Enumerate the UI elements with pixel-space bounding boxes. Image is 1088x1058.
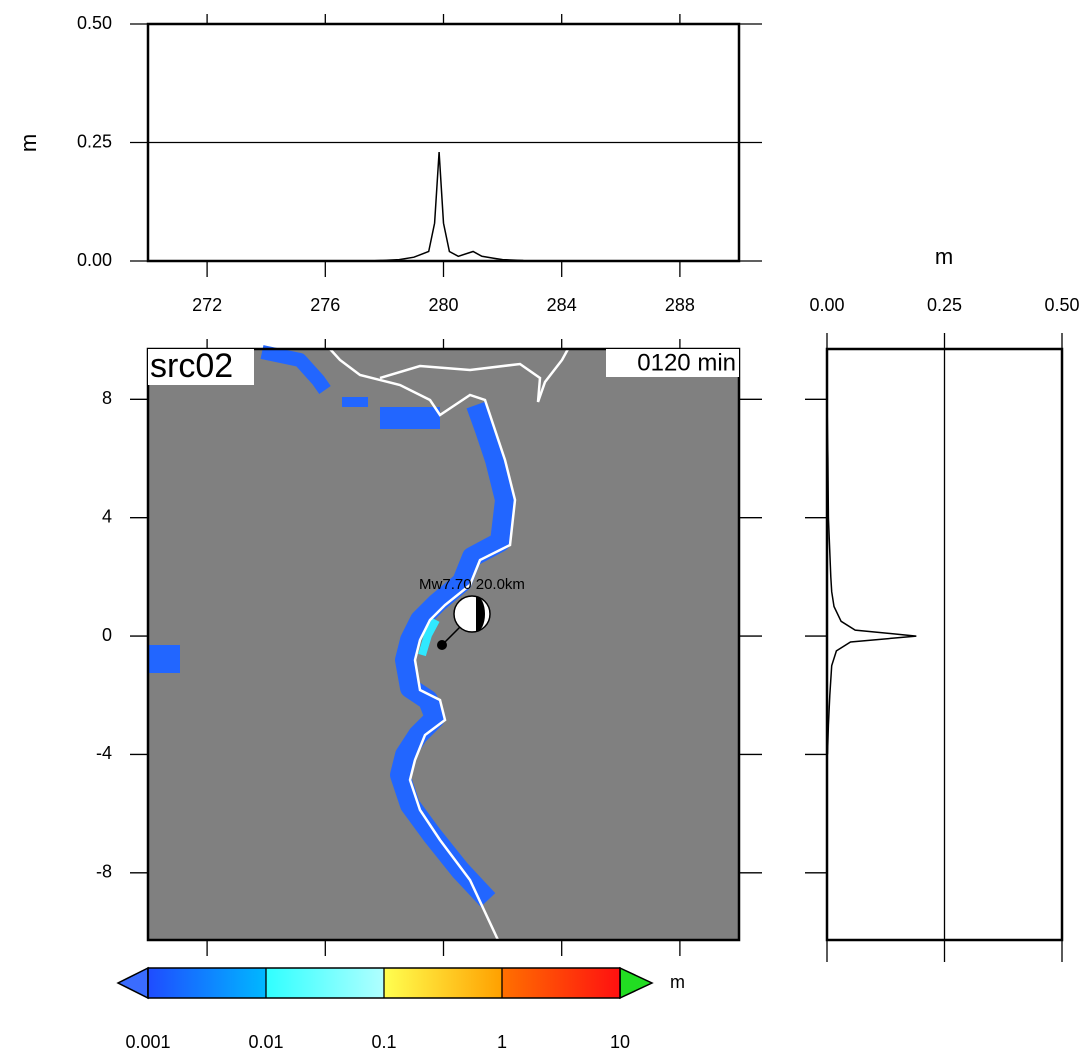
beachball-compression — [476, 596, 485, 632]
coast-band-cyan — [418, 618, 440, 657]
x-tick-label: 284 — [547, 295, 577, 315]
coast-band — [260, 345, 331, 395]
x-tick-label: 272 — [192, 295, 222, 315]
y-tick-label: 4 — [102, 506, 112, 526]
colorbar-tick-label: 0.1 — [371, 1032, 396, 1052]
colorbar-over — [619, 966, 654, 1000]
plot-frame — [825, 347, 1064, 942]
colorbar-tick-label: 0.001 — [125, 1032, 170, 1052]
x-tick-label: 288 — [665, 295, 695, 315]
event-annotation: Mw7.70 20.0km — [419, 576, 525, 593]
x-tick-label: 0.00 — [809, 295, 844, 315]
y-tick-label: -8 — [96, 862, 112, 882]
profile-line — [148, 151, 524, 262]
y-tick-label: 0.25 — [77, 131, 112, 151]
colorbar-segment — [148, 968, 266, 998]
focal-mechanism — [437, 595, 491, 650]
y-tick-label: -4 — [96, 743, 112, 763]
profile-line — [826, 399, 917, 755]
map-title: src02 — [150, 347, 233, 385]
colorbar-segment — [266, 968, 384, 998]
colorbar-tick-label: 10 — [610, 1032, 630, 1052]
colorbar-tick-label: 1 — [497, 1032, 507, 1052]
x-tick-label: 276 — [310, 295, 340, 315]
coastline — [329, 348, 570, 941]
x-axis-label: m — [935, 244, 953, 269]
inundation-patch — [148, 645, 180, 673]
coast-band — [390, 401, 515, 907]
inundation — [260, 345, 515, 907]
colorbar-under — [116, 966, 149, 1000]
coastline-main — [329, 348, 517, 941]
plot-frame — [146, 22, 741, 263]
y-tick-label: 8 — [102, 388, 112, 408]
y-tick-label: 0.50 — [77, 13, 112, 33]
y-axis-label: m — [16, 134, 41, 152]
colorbar-segment — [502, 968, 620, 998]
y-tick-label: 0.00 — [77, 250, 112, 270]
title-box — [148, 349, 254, 385]
colorbar-segment — [384, 968, 502, 998]
y-tick-label: 0 — [102, 625, 112, 645]
epicenter — [437, 640, 447, 650]
time-box — [606, 349, 739, 377]
map-frame — [146, 347, 741, 942]
x-tick-label: 0.50 — [1044, 295, 1079, 315]
coastline-north — [379, 348, 570, 403]
colorbar-unit: m — [670, 972, 685, 992]
time-label: 0120 min — [637, 349, 736, 376]
x-tick-label: 280 — [428, 295, 458, 315]
colorbar-tick-label: 0.01 — [248, 1032, 283, 1052]
x-tick-label: 0.25 — [927, 295, 962, 315]
